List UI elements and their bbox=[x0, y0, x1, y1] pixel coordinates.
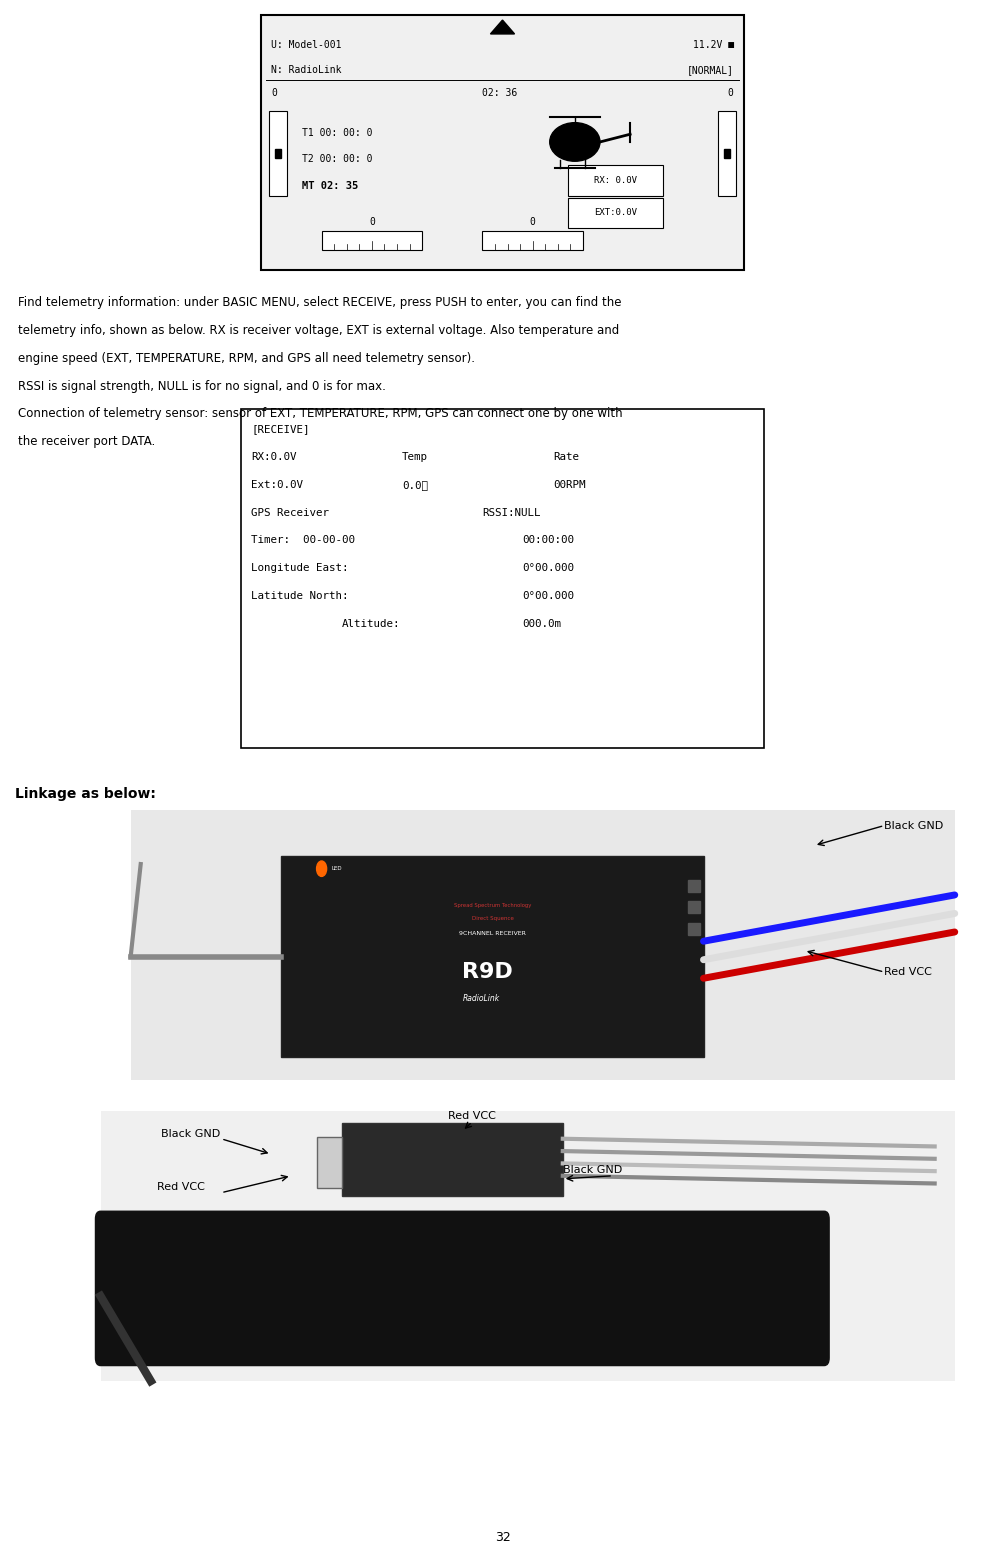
Text: R9D: R9D bbox=[462, 963, 513, 981]
Text: Linkage as below:: Linkage as below: bbox=[15, 787, 156, 801]
Text: 0: 0 bbox=[530, 218, 536, 227]
Bar bbox=[131, 810, 955, 1080]
Bar bbox=[724, 150, 730, 159]
Text: Timer:  00-00-00: Timer: 00-00-00 bbox=[251, 535, 355, 545]
FancyBboxPatch shape bbox=[95, 1211, 829, 1366]
Bar bbox=[100, 1111, 955, 1381]
Text: [RECEIVE]: [RECEIVE] bbox=[251, 424, 310, 434]
Text: Find telemetry information: under BASIC MENU, select RECEIVE, press PUSH to ente: Find telemetry information: under BASIC … bbox=[18, 296, 621, 309]
Ellipse shape bbox=[550, 123, 600, 160]
Text: N: RadioLink: N: RadioLink bbox=[271, 65, 342, 74]
Bar bbox=[281, 856, 704, 1057]
FancyBboxPatch shape bbox=[261, 15, 744, 270]
Bar bbox=[568, 198, 663, 228]
Text: RSSI is signal strength, NULL is for no signal, and 0 is for max.: RSSI is signal strength, NULL is for no … bbox=[18, 380, 386, 392]
Text: EXT:0.0V: EXT:0.0V bbox=[594, 208, 637, 218]
Text: Spread Spectrum Technology: Spread Spectrum Technology bbox=[454, 903, 531, 909]
Text: engine speed (EXT, TEMPERATURE, RPM, and GPS all need telemetry sensor).: engine speed (EXT, TEMPERATURE, RPM, and… bbox=[18, 352, 475, 364]
Text: Rate: Rate bbox=[553, 452, 579, 461]
Text: 0: 0 bbox=[271, 88, 277, 97]
Bar bbox=[688, 901, 700, 913]
Text: T2 00: 00: 0: T2 00: 00: 0 bbox=[302, 154, 372, 164]
Text: 0: 0 bbox=[369, 218, 375, 227]
Text: T1 00: 00: 0: T1 00: 00: 0 bbox=[302, 128, 372, 137]
Bar bbox=[269, 111, 287, 196]
Bar bbox=[317, 1137, 342, 1188]
Text: 000.0m: 000.0m bbox=[523, 619, 562, 628]
Text: Longitude East:: Longitude East: bbox=[251, 563, 349, 572]
Text: 32: 32 bbox=[494, 1531, 511, 1543]
Text: MT 02: 35: MT 02: 35 bbox=[302, 181, 358, 190]
Text: U: Model-001: U: Model-001 bbox=[271, 40, 342, 49]
Text: Black GND: Black GND bbox=[162, 1129, 220, 1139]
Text: Altitude:: Altitude: bbox=[342, 619, 400, 628]
Text: RX: 0.0V: RX: 0.0V bbox=[594, 176, 637, 185]
Bar bbox=[342, 1123, 563, 1196]
Text: Latitude North:: Latitude North: bbox=[251, 591, 349, 600]
Text: the receiver port DATA.: the receiver port DATA. bbox=[18, 435, 156, 447]
Text: LED: LED bbox=[332, 866, 343, 872]
Bar bbox=[482, 231, 583, 250]
Text: RadioLink: RadioLink bbox=[462, 994, 499, 1003]
Text: 02: 36: 02: 36 bbox=[482, 88, 518, 97]
Text: Connection of telemetry sensor: sensor of EXT, TEMPERATURE, RPM, GPS can connect: Connection of telemetry sensor: sensor o… bbox=[18, 407, 623, 420]
Text: telemetry info, shown as below. RX is receiver voltage, EXT is external voltage.: telemetry info, shown as below. RX is re… bbox=[18, 324, 619, 336]
Bar bbox=[322, 231, 422, 250]
FancyBboxPatch shape bbox=[241, 409, 764, 748]
Text: 0.0℃: 0.0℃ bbox=[402, 480, 428, 489]
Text: 0°00.000: 0°00.000 bbox=[523, 563, 575, 572]
Text: 00:00:00: 00:00:00 bbox=[523, 535, 575, 545]
Text: Red VCC: Red VCC bbox=[884, 967, 933, 977]
Text: Direct Squence: Direct Squence bbox=[471, 915, 514, 921]
Bar bbox=[275, 150, 281, 159]
Text: 0: 0 bbox=[728, 88, 734, 97]
Text: [NORMAL]: [NORMAL] bbox=[686, 65, 734, 74]
Text: Red VCC: Red VCC bbox=[157, 1182, 205, 1191]
Text: Red VCC: Red VCC bbox=[448, 1111, 496, 1120]
Text: GPS Receiver: GPS Receiver bbox=[251, 508, 330, 517]
Circle shape bbox=[317, 861, 327, 876]
Text: Black GND: Black GND bbox=[884, 821, 944, 830]
Text: 00RPM: 00RPM bbox=[553, 480, 585, 489]
Text: RX:0.0V: RX:0.0V bbox=[251, 452, 296, 461]
Text: Temp: Temp bbox=[402, 452, 428, 461]
Text: RSSI:NULL: RSSI:NULL bbox=[482, 508, 541, 517]
Text: Ext:0.0V: Ext:0.0V bbox=[251, 480, 304, 489]
Bar bbox=[718, 111, 736, 196]
Text: Black GND: Black GND bbox=[563, 1165, 622, 1174]
Text: 11.2V ■: 11.2V ■ bbox=[692, 40, 734, 49]
Bar bbox=[568, 165, 663, 196]
Text: 9CHANNEL RECEIVER: 9CHANNEL RECEIVER bbox=[459, 930, 526, 937]
Polygon shape bbox=[490, 20, 515, 34]
Bar bbox=[688, 923, 700, 935]
Text: 0°00.000: 0°00.000 bbox=[523, 591, 575, 600]
Bar bbox=[688, 880, 700, 892]
